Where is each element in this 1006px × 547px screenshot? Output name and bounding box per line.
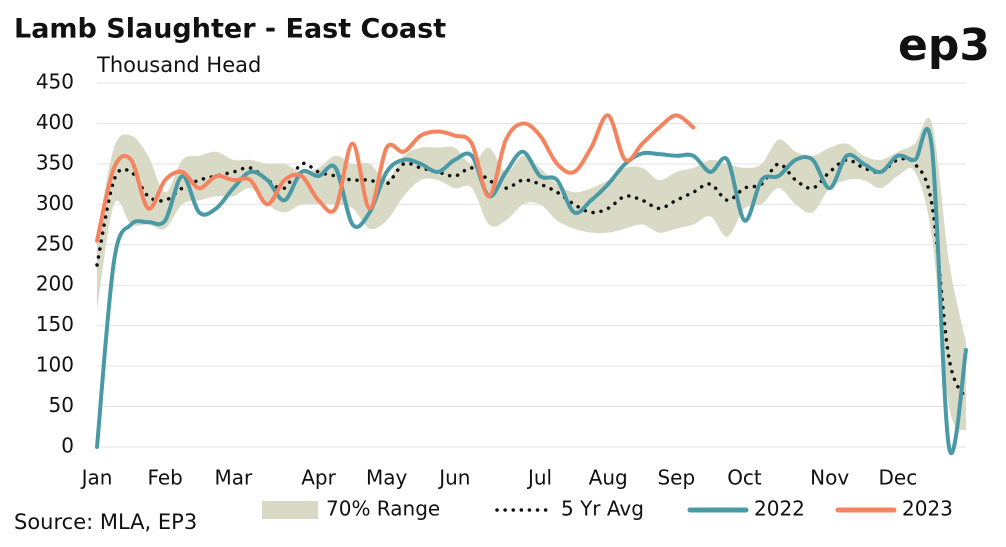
y-tick-label: 200 — [36, 272, 74, 296]
legend-label: 2023 — [902, 497, 953, 521]
logo: ep3 — [898, 20, 990, 71]
y-tick-label: 450 — [36, 70, 74, 94]
y-tick-label: 0 — [61, 434, 74, 458]
y-tick-label: 350 — [36, 150, 74, 174]
x-tick-label: Jul — [526, 466, 552, 490]
y-tick-label: 250 — [36, 231, 74, 255]
y-tick-label: 150 — [36, 312, 74, 336]
y-tick-label: 50 — [49, 393, 74, 417]
axis-unit: Thousand Head — [96, 53, 261, 77]
legend-label: 2022 — [754, 497, 805, 521]
x-tick-label: Feb — [147, 466, 182, 490]
legend-swatch — [262, 501, 318, 519]
x-tick-label: Nov — [810, 466, 849, 490]
series-line — [95, 113, 696, 243]
x-tick-label: Dec — [878, 466, 917, 490]
x-tick-label: Sep — [657, 466, 695, 490]
y-tick-label: 300 — [36, 191, 74, 215]
legend-label: 70% Range — [326, 497, 440, 521]
chart-title: Lamb Slaughter - East Coast — [14, 14, 446, 45]
x-tick-label: Jun — [437, 466, 470, 490]
x-tick-label: Apr — [301, 466, 336, 490]
x-tick-label: Jan — [80, 466, 113, 490]
y-tick-label: 400 — [36, 110, 74, 134]
x-tick-label: Oct — [727, 466, 762, 490]
x-tick-label: May — [366, 466, 408, 490]
series-line — [95, 126, 968, 455]
legend-label: 5 Yr Avg — [561, 497, 644, 521]
x-tick-label: Mar — [214, 466, 253, 490]
y-tick-label: 100 — [36, 353, 74, 377]
x-tick-label: Aug — [589, 466, 628, 490]
source: Source: MLA, EP3 — [14, 510, 197, 534]
